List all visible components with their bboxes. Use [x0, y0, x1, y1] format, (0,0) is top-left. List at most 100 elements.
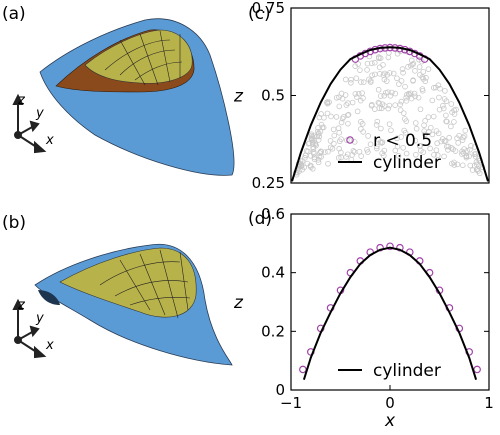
- gray-point: [397, 101, 403, 108]
- gray-point: [443, 112, 449, 119]
- gray-point: [413, 125, 420, 132]
- gray-point: [412, 93, 418, 100]
- gray-point: [387, 93, 394, 99]
- gray-point: [471, 151, 478, 158]
- gray-point: [464, 147, 470, 154]
- gray-point: [398, 98, 405, 105]
- gray-point: [336, 145, 342, 152]
- gray-point: [386, 102, 393, 109]
- triad-label-y-b: y: [35, 311, 44, 326]
- gray-point: [324, 99, 331, 105]
- gray-point: [364, 146, 370, 153]
- gray-point: [327, 138, 334, 144]
- gray-point: [445, 143, 452, 150]
- gray-point: [403, 150, 410, 157]
- gray-point: [392, 102, 398, 108]
- y-axis-label: z: [233, 293, 244, 313]
- gray-point: [318, 154, 324, 160]
- gray-point: [317, 148, 324, 155]
- gray-point: [459, 162, 466, 169]
- data-point: [473, 365, 481, 374]
- data-point: [299, 365, 307, 374]
- gray-point: [386, 121, 393, 127]
- gray-point: [360, 95, 366, 101]
- gray-point: [377, 139, 384, 145]
- gray-point-cloud: [293, 45, 486, 178]
- gray-point: [443, 143, 450, 150]
- gray-point: [422, 118, 428, 124]
- y-tick-label: 0.75: [252, 0, 285, 17]
- gray-point: [381, 147, 388, 154]
- gray-point: [348, 76, 354, 83]
- gray-point: [330, 126, 337, 133]
- gray-point: [376, 55, 382, 62]
- gray-point: [305, 140, 312, 147]
- gray-point: [381, 103, 388, 109]
- gray-point: [304, 160, 311, 167]
- gray-point: [434, 152, 441, 159]
- triad-label-x: x: [45, 133, 54, 148]
- gray-point: [433, 147, 440, 153]
- x-tick-label: −1: [280, 394, 302, 412]
- gray-point: [398, 134, 404, 140]
- panel-label-a: (a): [2, 4, 26, 24]
- gray-point: [436, 106, 443, 113]
- gray-point: [358, 79, 364, 85]
- gray-point: [311, 151, 317, 157]
- gray-point: [401, 127, 407, 134]
- gray-point: [423, 75, 429, 81]
- gray-point: [311, 156, 318, 163]
- gray-point: [467, 162, 474, 169]
- gray-point: [412, 137, 419, 144]
- gray-point: [381, 92, 388, 99]
- panel-b: (b) z y x: [2, 213, 233, 366]
- gray-point: [385, 54, 392, 61]
- gray-point: [314, 133, 320, 140]
- gray-point: [385, 105, 391, 112]
- gray-point: [389, 89, 395, 96]
- gray-point: [429, 131, 436, 138]
- gray-point: [335, 155, 342, 161]
- triad-label-z-b: z: [17, 298, 26, 313]
- gray-point: [377, 93, 384, 99]
- gray-point: [385, 89, 391, 95]
- legend-label: cylinder: [373, 361, 441, 381]
- gray-point: [400, 144, 406, 151]
- gray-point: [435, 82, 442, 89]
- gray-point: [388, 127, 394, 134]
- gray-point: [474, 166, 481, 172]
- gray-point: [327, 144, 334, 151]
- x-tick-label: 0: [385, 394, 395, 412]
- gray-point: [338, 119, 345, 126]
- gray-point: [351, 149, 358, 155]
- gray-point: [315, 130, 322, 137]
- gray-point: [336, 129, 342, 136]
- gray-point: [397, 107, 404, 113]
- gray-point: [396, 81, 402, 87]
- gray-point: [308, 132, 315, 139]
- gray-point: [324, 99, 330, 106]
- x-axis-label: x: [384, 411, 396, 431]
- gray-point: [336, 94, 342, 100]
- gray-point: [372, 71, 378, 78]
- gray-point: [333, 94, 340, 101]
- panel-label-c: (c): [248, 4, 271, 24]
- gray-point: [412, 120, 419, 126]
- gray-point: [303, 148, 310, 154]
- gray-point: [445, 147, 451, 153]
- gray-point: [384, 71, 390, 78]
- gray-point: [431, 152, 437, 158]
- gray-point: [331, 140, 337, 147]
- gray-point: [436, 94, 442, 101]
- gray-point: [441, 153, 447, 160]
- gray-point: [463, 154, 470, 161]
- gray-point: [451, 159, 457, 166]
- gray-point: [451, 107, 457, 114]
- gray-point: [319, 124, 326, 131]
- gray-point: [352, 91, 359, 97]
- gray-point: [364, 67, 370, 73]
- gray-point: [442, 88, 448, 94]
